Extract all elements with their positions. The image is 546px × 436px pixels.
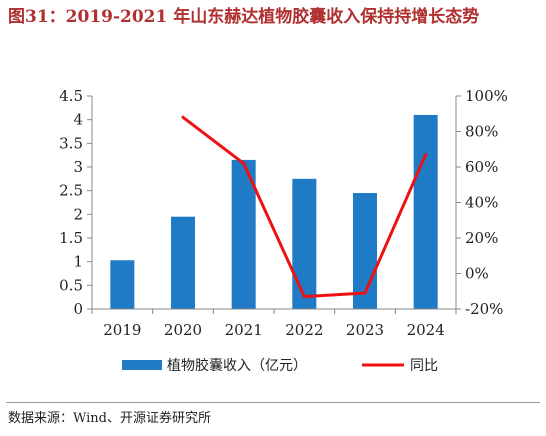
bar-2022 [292, 178, 317, 309]
x-tick-label: 2019 [103, 321, 141, 339]
line-point-2020 [181, 115, 185, 119]
legend-swatch-bar [122, 360, 162, 370]
bar-2021 [231, 159, 256, 309]
line-point-2024 [424, 153, 428, 157]
chart: 0 0.5 1 1.5 2 2.5 3 3.5 4 4.5 -20% 0% 20% 40% 60% 80% 10… [59, 87, 508, 374]
y-right-tick-label: 80% [465, 123, 498, 141]
bar-2019 [110, 260, 135, 309]
axes: 0 0.5 1 1.5 2 2.5 3 3.5 4 4.5 -20% 0% 20% 40% 60% 80% 10… [59, 87, 508, 339]
y-left-tick-label: 4.5 [59, 87, 83, 105]
source-divider [6, 402, 540, 403]
line-point-2021 [242, 161, 246, 165]
y-left-tick-label: 2.5 [59, 182, 83, 200]
y-right-tick-label: 20% [465, 229, 498, 247]
legend-label-line: 同比 [410, 358, 438, 374]
legend: 植物胶囊收入（亿元） 同比 [122, 357, 438, 374]
x-tick-label: 2021 [225, 321, 263, 339]
chart-title: 图31：2019-2021 年山东赫达植物胶囊收入保持持增长态势 [8, 7, 480, 27]
y-right-tick-label: 100% [465, 87, 508, 105]
y-left-tick-label: 4 [73, 111, 83, 129]
y-left-tick-label: 2 [73, 205, 83, 223]
x-tick-label: 2020 [164, 321, 202, 339]
bar-series [110, 114, 438, 309]
y-right-tick-label: 60% [465, 158, 498, 176]
x-tick-label: 2023 [346, 321, 384, 339]
y-left-tick-label: 1 [73, 253, 83, 271]
x-tick-label: 2024 [407, 321, 445, 339]
line-point-2023 [363, 291, 367, 295]
x-tick-label: 2022 [285, 321, 323, 339]
y-right-tick-label: 40% [465, 194, 498, 212]
bar-2024 [413, 114, 438, 309]
y-left-tick-label: 0.5 [59, 276, 83, 294]
source-note: 数据来源：Wind、开源证券研究所 [8, 411, 211, 426]
y-left-tick-label: 0 [73, 300, 83, 318]
legend-label-bar: 植物胶囊收入（亿元） [167, 357, 307, 374]
y-left-tick-label: 3 [73, 158, 83, 176]
y-left-tick-label: 3.5 [59, 134, 83, 152]
line-series [181, 115, 428, 299]
bar-2020 [171, 216, 195, 309]
line-point-2022 [302, 295, 306, 299]
y-left-tick-label: 1.5 [59, 229, 83, 247]
y-right-tick-label: -20% [465, 300, 503, 318]
y-right-tick-label: 0% [465, 265, 489, 283]
